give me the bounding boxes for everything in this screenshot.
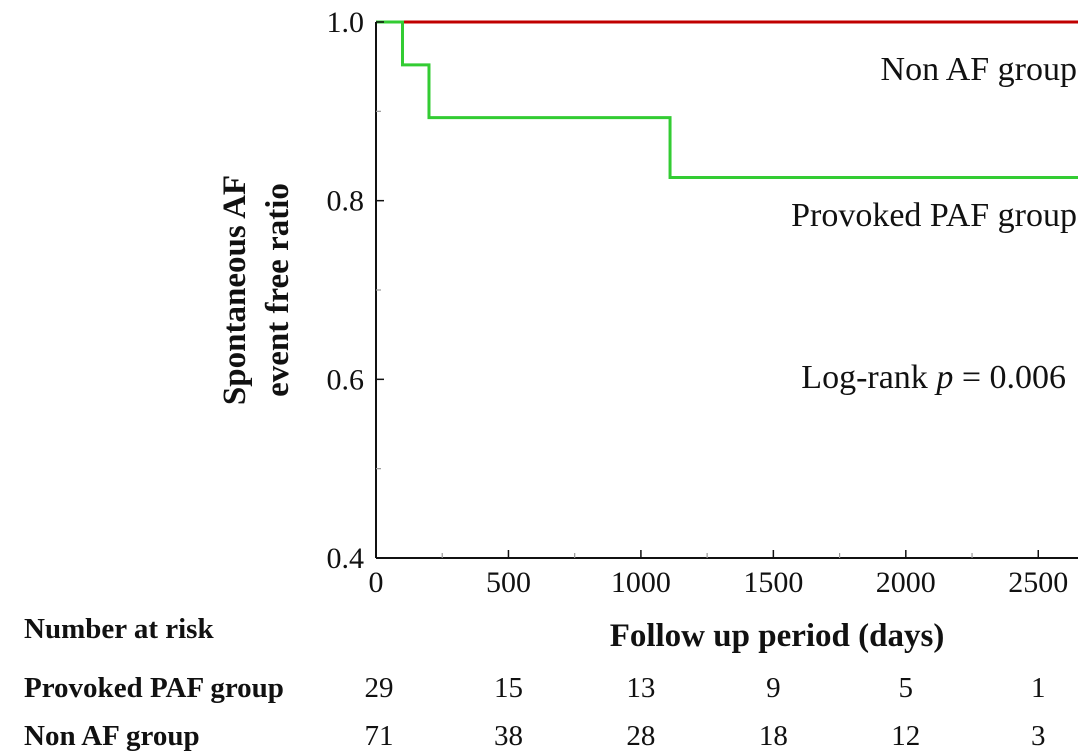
risk-cell: 5 xyxy=(899,672,914,704)
risk-table-title: Number at risk xyxy=(24,613,214,645)
y-axis-title-line2: event free ratio xyxy=(260,183,296,397)
log-rank-annotation: Log-rank p = 0.006 xyxy=(801,359,1066,396)
x-tick-label: 500 xyxy=(486,566,531,599)
risk-row-label: Provoked PAF group xyxy=(24,672,284,704)
log-rank-p-symbol: p xyxy=(934,359,953,396)
log-rank-value: = 0.006 xyxy=(953,359,1066,396)
y-tick-label: 0.6 xyxy=(327,363,365,396)
x-tick-label: 0 xyxy=(369,566,384,599)
x-tick-label: 1000 xyxy=(611,566,671,599)
series-line-provoked-paf-group xyxy=(376,20,1078,179)
legend-non-af-label: Non AF group xyxy=(881,51,1077,88)
risk-cell: 15 xyxy=(494,672,523,704)
y-axis-title: Spontaneous AF event free ratio xyxy=(217,175,296,405)
legend-provoked-paf-label: Provoked PAF group xyxy=(791,197,1077,234)
log-rank-prefix: Log-rank xyxy=(801,359,936,396)
risk-cell: 13 xyxy=(626,672,655,704)
risk-row-label: Non AF group xyxy=(24,720,200,752)
risk-cell: 71 xyxy=(365,720,394,752)
risk-cell: 28 xyxy=(626,720,655,752)
risk-table: Provoked PAF group 29 15 13 9 5 1 Non AF group 7… xyxy=(24,672,1046,752)
y-tick-label: 0.8 xyxy=(327,185,365,218)
x-tick-label: 1500 xyxy=(743,566,803,599)
series-layer xyxy=(376,20,1078,179)
y-axis-title-line1: Spontaneous AF xyxy=(217,175,253,405)
risk-cell: 1 xyxy=(1031,672,1046,704)
x-axis-title: Follow up period (days) xyxy=(610,618,945,654)
risk-cell: 29 xyxy=(365,672,394,704)
risk-cell: 18 xyxy=(759,720,788,752)
x-tick-label: 2000 xyxy=(876,566,936,599)
y-tick-label: 0.4 xyxy=(327,542,365,575)
risk-cell: 9 xyxy=(766,672,781,704)
y-tick-label: 1.0 xyxy=(327,6,365,39)
axes-layer xyxy=(375,22,1078,559)
risk-cell: 3 xyxy=(1031,720,1046,752)
risk-cell: 38 xyxy=(494,720,523,752)
ticks-layer: 0.4 0.6 0.8 1.0 0 500 1000 1500 2000 2500 xyxy=(327,6,1069,599)
x-tick-label: 2500 xyxy=(1008,566,1068,599)
risk-cell: 12 xyxy=(891,720,920,752)
